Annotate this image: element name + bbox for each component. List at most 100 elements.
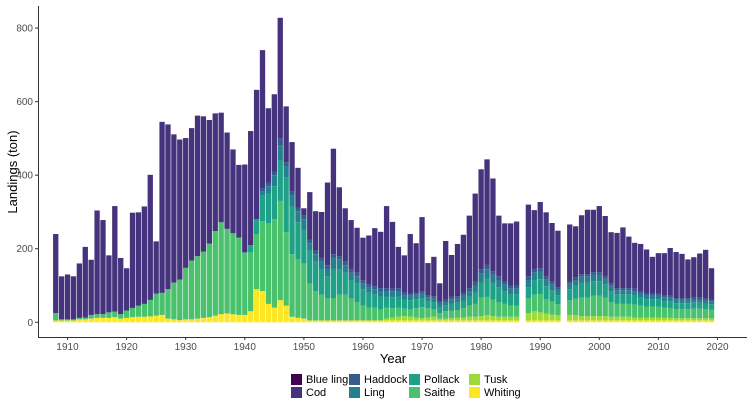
bar-saithe-1983 xyxy=(496,302,502,317)
bar-saithe-1979 xyxy=(472,303,478,317)
bar-pollack-1969 xyxy=(413,299,419,309)
bar-whiting-2010 xyxy=(655,320,662,323)
bar-pollack-1977 xyxy=(460,300,467,309)
bar-haddock-1988 xyxy=(525,276,532,280)
bar-whiting-1982 xyxy=(490,320,496,323)
bar-whiting-1988 xyxy=(525,320,532,323)
bar-whiting-1966 xyxy=(395,320,402,323)
bar-whiting-1984 xyxy=(502,320,508,323)
bar-saithe-1931 xyxy=(188,260,195,320)
bar-tusk-1989 xyxy=(531,311,537,321)
bar-pollack-1959 xyxy=(354,283,360,303)
bar-cod-1940 xyxy=(242,164,248,253)
bar-tusk-1966 xyxy=(395,316,402,321)
bar-saithe-1911 xyxy=(70,319,77,321)
bar-saithe-2013 xyxy=(673,309,679,319)
bar-whiting-2008 xyxy=(643,320,650,323)
bar-haddock-1964 xyxy=(383,288,390,292)
bar-ling-1975 xyxy=(448,299,455,304)
bar-ling-2002 xyxy=(608,285,614,292)
bar-whiting-1973 xyxy=(437,320,443,323)
legend-label: Ling xyxy=(364,386,385,399)
bar-whiting-1915 xyxy=(94,317,100,323)
bar-pollack-2017 xyxy=(697,302,703,309)
bar-haddock-1963 xyxy=(378,288,384,292)
bar-ling-2017 xyxy=(697,299,703,303)
bar-haddock-2002 xyxy=(608,283,614,286)
bar-whiting-1909 xyxy=(58,320,65,323)
bar-ling-1957 xyxy=(342,265,348,273)
bar-saithe-1965 xyxy=(389,308,396,318)
bar-ling-2019 xyxy=(708,301,715,305)
bar-saithe-1981 xyxy=(484,296,490,316)
bar-saithe-1953 xyxy=(318,294,325,321)
bar-cod-1954 xyxy=(324,182,331,266)
bar-ling-1959 xyxy=(354,276,360,284)
bar-pollack-1942 xyxy=(253,219,260,235)
bar-cod-1947 xyxy=(283,106,289,163)
bar-pollack-1983 xyxy=(496,287,502,303)
bar-saithe-1995 xyxy=(567,300,573,315)
bar-cod-1935 xyxy=(212,113,218,232)
bar-cod-2008 xyxy=(643,249,650,294)
bar-haddock-2007 xyxy=(637,291,644,294)
bar-cod-1912 xyxy=(76,263,83,318)
bar-tusk-1977 xyxy=(460,317,467,321)
bar-pollack-1998 xyxy=(584,282,591,298)
bar-pollack-1949 xyxy=(295,222,301,260)
bar-haddock-1958 xyxy=(348,268,354,273)
bar-ling-2003 xyxy=(614,290,620,295)
bar-cod-1995 xyxy=(567,224,573,282)
bar-cod-1980 xyxy=(478,169,484,270)
bar-cod-1908 xyxy=(53,234,59,314)
bar-whiting-1928 xyxy=(171,319,177,323)
legend-label: Cod xyxy=(306,386,327,399)
bar-tusk-1984 xyxy=(502,316,508,321)
legend-swatch xyxy=(291,374,302,385)
bar-cod-1958 xyxy=(348,220,354,269)
bar-pollack-2016 xyxy=(691,302,697,309)
bar-haddock-2018 xyxy=(702,298,709,301)
bar-whiting-1975 xyxy=(448,320,455,323)
bar-pollack-1979 xyxy=(472,292,478,304)
bar-cod-1944 xyxy=(265,108,272,183)
bar-whiting-1923 xyxy=(141,316,148,323)
bar-whiting-1944 xyxy=(265,303,272,323)
bar-pollack-1984 xyxy=(502,291,508,304)
ticks-layer: 0 200 400 600 800 1910 1920 1930 1940 1950 1960 197… xyxy=(16,24,729,353)
bar-saithe-1977 xyxy=(460,308,467,318)
bar-cod-1949 xyxy=(295,167,301,208)
bar-saithe-1996 xyxy=(573,298,579,316)
bar-saithe-1961 xyxy=(366,307,372,321)
bar-saithe-2003 xyxy=(614,303,620,317)
bar-tusk-1993 xyxy=(555,315,561,321)
bar-ling-1995 xyxy=(567,283,573,290)
bar-whiting-1950 xyxy=(301,318,307,323)
legend-item-tusk: Tusk xyxy=(469,373,531,386)
bar-cod-2011 xyxy=(661,253,667,296)
bar-whiting-1946 xyxy=(277,300,283,323)
bar-saithe-1968 xyxy=(407,309,413,317)
bar-ling-1998 xyxy=(584,276,591,283)
bar-tusk-2019 xyxy=(708,318,715,321)
bar-tusk-1970 xyxy=(419,318,425,321)
bar-saithe-1927 xyxy=(165,289,171,319)
bar-cod-1941 xyxy=(248,131,254,246)
bar-whiting-1927 xyxy=(165,318,171,323)
bar-tusk-1988 xyxy=(525,313,532,321)
bar-pollack-1980 xyxy=(478,282,484,298)
bar-saithe-1978 xyxy=(466,305,472,317)
x-tick-label: 1990 xyxy=(529,342,552,353)
bar-pollack-1981 xyxy=(484,278,490,297)
bar-haddock-1950 xyxy=(301,215,307,220)
x-tick-label: 1930 xyxy=(175,342,198,353)
bar-cod-1970 xyxy=(419,217,425,292)
bar-ling-2004 xyxy=(620,290,626,295)
bar-haddock-1992 xyxy=(549,281,555,285)
bar-whiting-1943 xyxy=(259,291,266,323)
bar-tusk-1979 xyxy=(472,316,478,321)
bar-whiting-1998 xyxy=(584,320,591,323)
bar-ling-2007 xyxy=(637,293,644,298)
bar-pollack-2012 xyxy=(667,301,673,308)
bar-cod-1914 xyxy=(88,259,94,315)
